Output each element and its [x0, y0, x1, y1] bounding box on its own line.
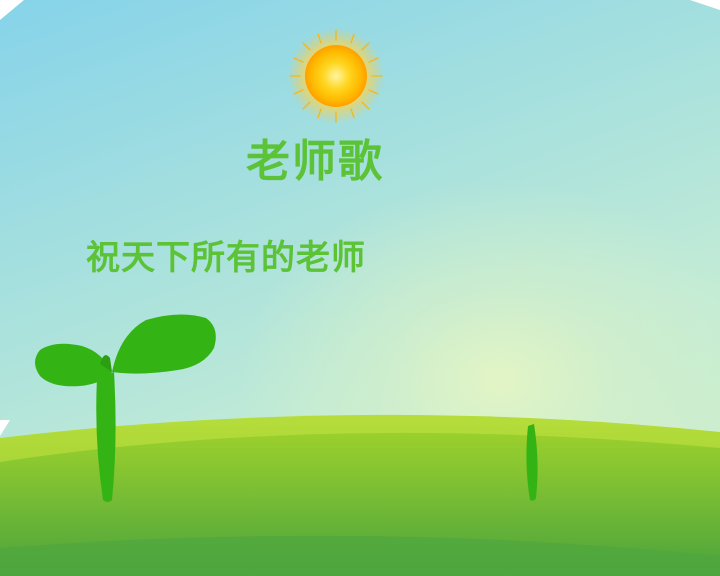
corner-notch-top-right	[690, 0, 720, 10]
page-title: 老师歌	[246, 136, 384, 187]
corner-notch-left	[0, 420, 10, 436]
hill-shadow	[0, 535, 720, 576]
sun-icon	[288, 28, 384, 124]
subtitle: 祝天下所有的老师	[86, 238, 366, 278]
stem-icon	[526, 424, 538, 501]
corner-notch-top-left	[0, 0, 24, 20]
sprout-icon	[35, 314, 216, 502]
